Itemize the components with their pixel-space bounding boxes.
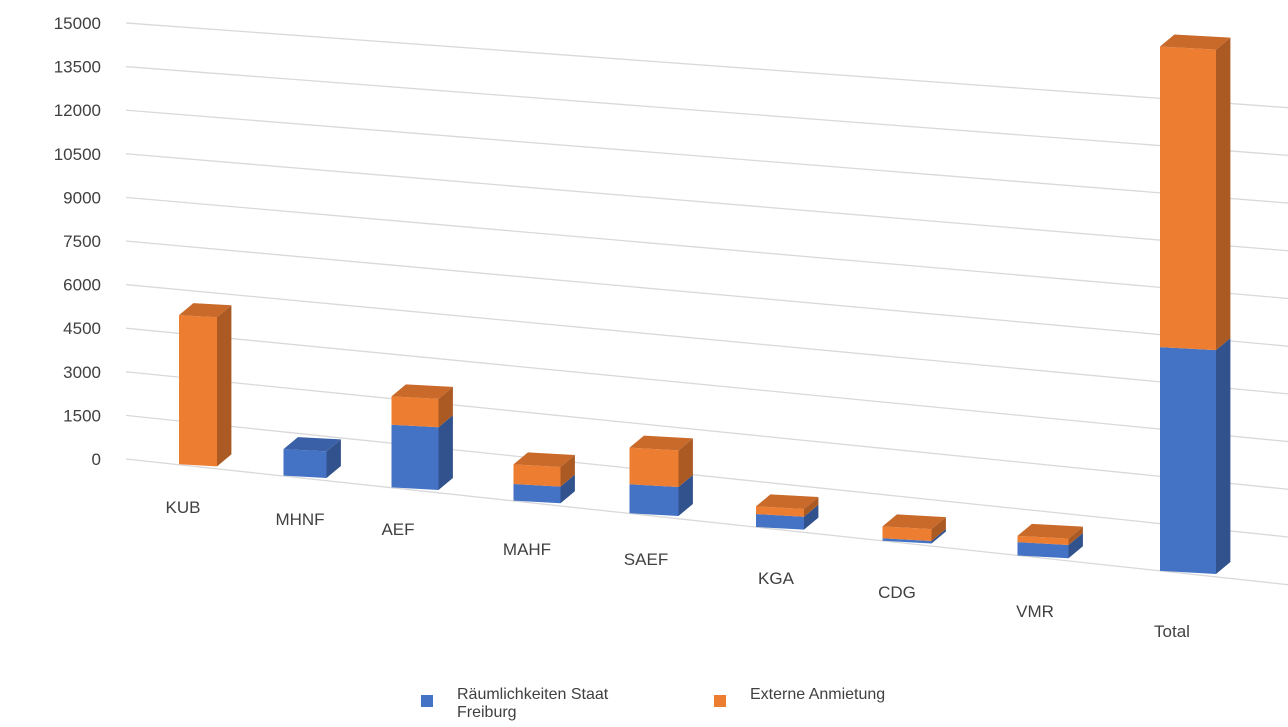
bar-segment-orange-side — [1216, 37, 1231, 351]
y-tick-label: 9000 — [63, 188, 101, 207]
bar-segment-blue-side — [438, 415, 453, 490]
x-tick-label: CDG — [878, 583, 916, 602]
bar-top-face — [283, 437, 341, 452]
bar-segment-orange-side — [678, 438, 693, 487]
gridline — [125, 458, 1288, 586]
bar-segment-orange-side — [804, 496, 819, 517]
bar-segment-orange-side — [438, 386, 453, 428]
bar-segment-orange — [391, 396, 439, 428]
bar-segment-orange — [179, 315, 217, 467]
bar-segment-orange — [1017, 535, 1069, 545]
x-tick-label: Total — [1154, 622, 1190, 641]
gridline — [125, 240, 1288, 347]
gridline — [125, 327, 1288, 443]
bar-segment-orange — [756, 506, 804, 517]
bar-top-face — [513, 452, 575, 468]
bar-segment-blue — [513, 484, 561, 504]
bar-segment-blue-side — [560, 474, 575, 504]
bar-segment-blue — [1017, 542, 1069, 559]
y-tick-label: 6000 — [63, 276, 101, 295]
bar-segment-orange-side — [1068, 526, 1083, 545]
gridline — [125, 153, 1288, 252]
gridline — [125, 371, 1288, 490]
bar-segment-blue — [1160, 347, 1216, 575]
x-tick-label: VMR — [1016, 602, 1054, 621]
bar-segment-blue-side — [1068, 532, 1083, 559]
bar-top-face — [629, 435, 693, 451]
bar-segment-blue-side — [326, 439, 341, 479]
y-tick-label: 1500 — [63, 406, 101, 425]
bar-top-face — [179, 303, 232, 318]
gridline — [125, 283, 1288, 395]
y-tick-label: 0 — [92, 450, 101, 469]
x-tick-label: SAEF — [624, 550, 668, 569]
bar-segment-blue-side — [678, 474, 693, 516]
bar-segment-orange — [513, 464, 561, 487]
y-tick-label: 13500 — [54, 58, 101, 77]
bar-segment-blue — [283, 449, 327, 479]
bar-segment-orange-side — [560, 455, 575, 487]
y-tick-label: 15000 — [54, 14, 101, 33]
x-axis-labels: KUB MHNF AEF MAHF SAEF KGA CDG VMR Total — [166, 498, 1190, 641]
bar-segment-blue-side — [804, 504, 819, 530]
y-tick-label: 12000 — [54, 101, 101, 120]
y-tick-label: 4500 — [63, 319, 101, 338]
bar-segment-blue — [391, 424, 439, 490]
gridline — [125, 109, 1288, 204]
gridline — [125, 65, 1288, 157]
y-tick-label: 3000 — [63, 363, 101, 382]
bar-segment-blue — [882, 538, 932, 544]
legend-label: Räumlichkeiten Staat Freiburg — [457, 686, 609, 721]
bar-top-face — [1017, 523, 1083, 539]
x-tick-label: KGA — [758, 569, 795, 588]
bar-segment-orange — [629, 447, 679, 487]
bar-segment-orange — [1160, 46, 1216, 351]
bar-segment-blue-side — [1216, 338, 1231, 575]
bar-top-face — [391, 384, 453, 399]
bar-top-face — [882, 514, 946, 530]
bar-segment-orange-side — [217, 305, 232, 467]
gridline — [125, 196, 1288, 300]
legend-item-series-2: Externe Anmietung — [714, 686, 950, 707]
legend-swatch-blue — [421, 695, 433, 707]
bars — [179, 34, 1231, 575]
legend-label: Externe Anmietung — [750, 686, 886, 703]
bar-top-face — [756, 494, 819, 509]
x-tick-label: MAHF — [503, 540, 551, 559]
x-tick-label: AEF — [381, 520, 414, 539]
legend-swatch-orange — [714, 695, 726, 707]
legend-item-series-1: Räumlichkeiten Staat Freiburg — [421, 686, 657, 722]
bar-segment-blue — [629, 484, 679, 516]
y-tick-label: 7500 — [63, 232, 101, 251]
stacked-bar-chart-3d: 0 1500 3000 4500 6000 7500 9000 10500 12000 13500… — [54, 14, 1288, 641]
x-tick-label: MHNF — [275, 510, 324, 529]
gridlines — [125, 22, 1288, 586]
bar-segment-blue-side — [931, 528, 946, 544]
bar-segment-orange-side — [931, 517, 946, 541]
gridline — [125, 414, 1288, 538]
x-tick-label: KUB — [166, 498, 201, 517]
y-tick-label: 10500 — [54, 145, 101, 164]
y-axis-ticks: 0 1500 3000 4500 6000 7500 9000 10500 12000 13500… — [54, 14, 101, 469]
legend: Räumlichkeiten Staat Freiburg Externe An… — [0, 686, 1288, 727]
bar-top-face — [1160, 34, 1231, 50]
gridline — [125, 22, 1288, 109]
bar-segment-blue — [756, 514, 804, 530]
bar-segment-orange — [882, 526, 932, 541]
